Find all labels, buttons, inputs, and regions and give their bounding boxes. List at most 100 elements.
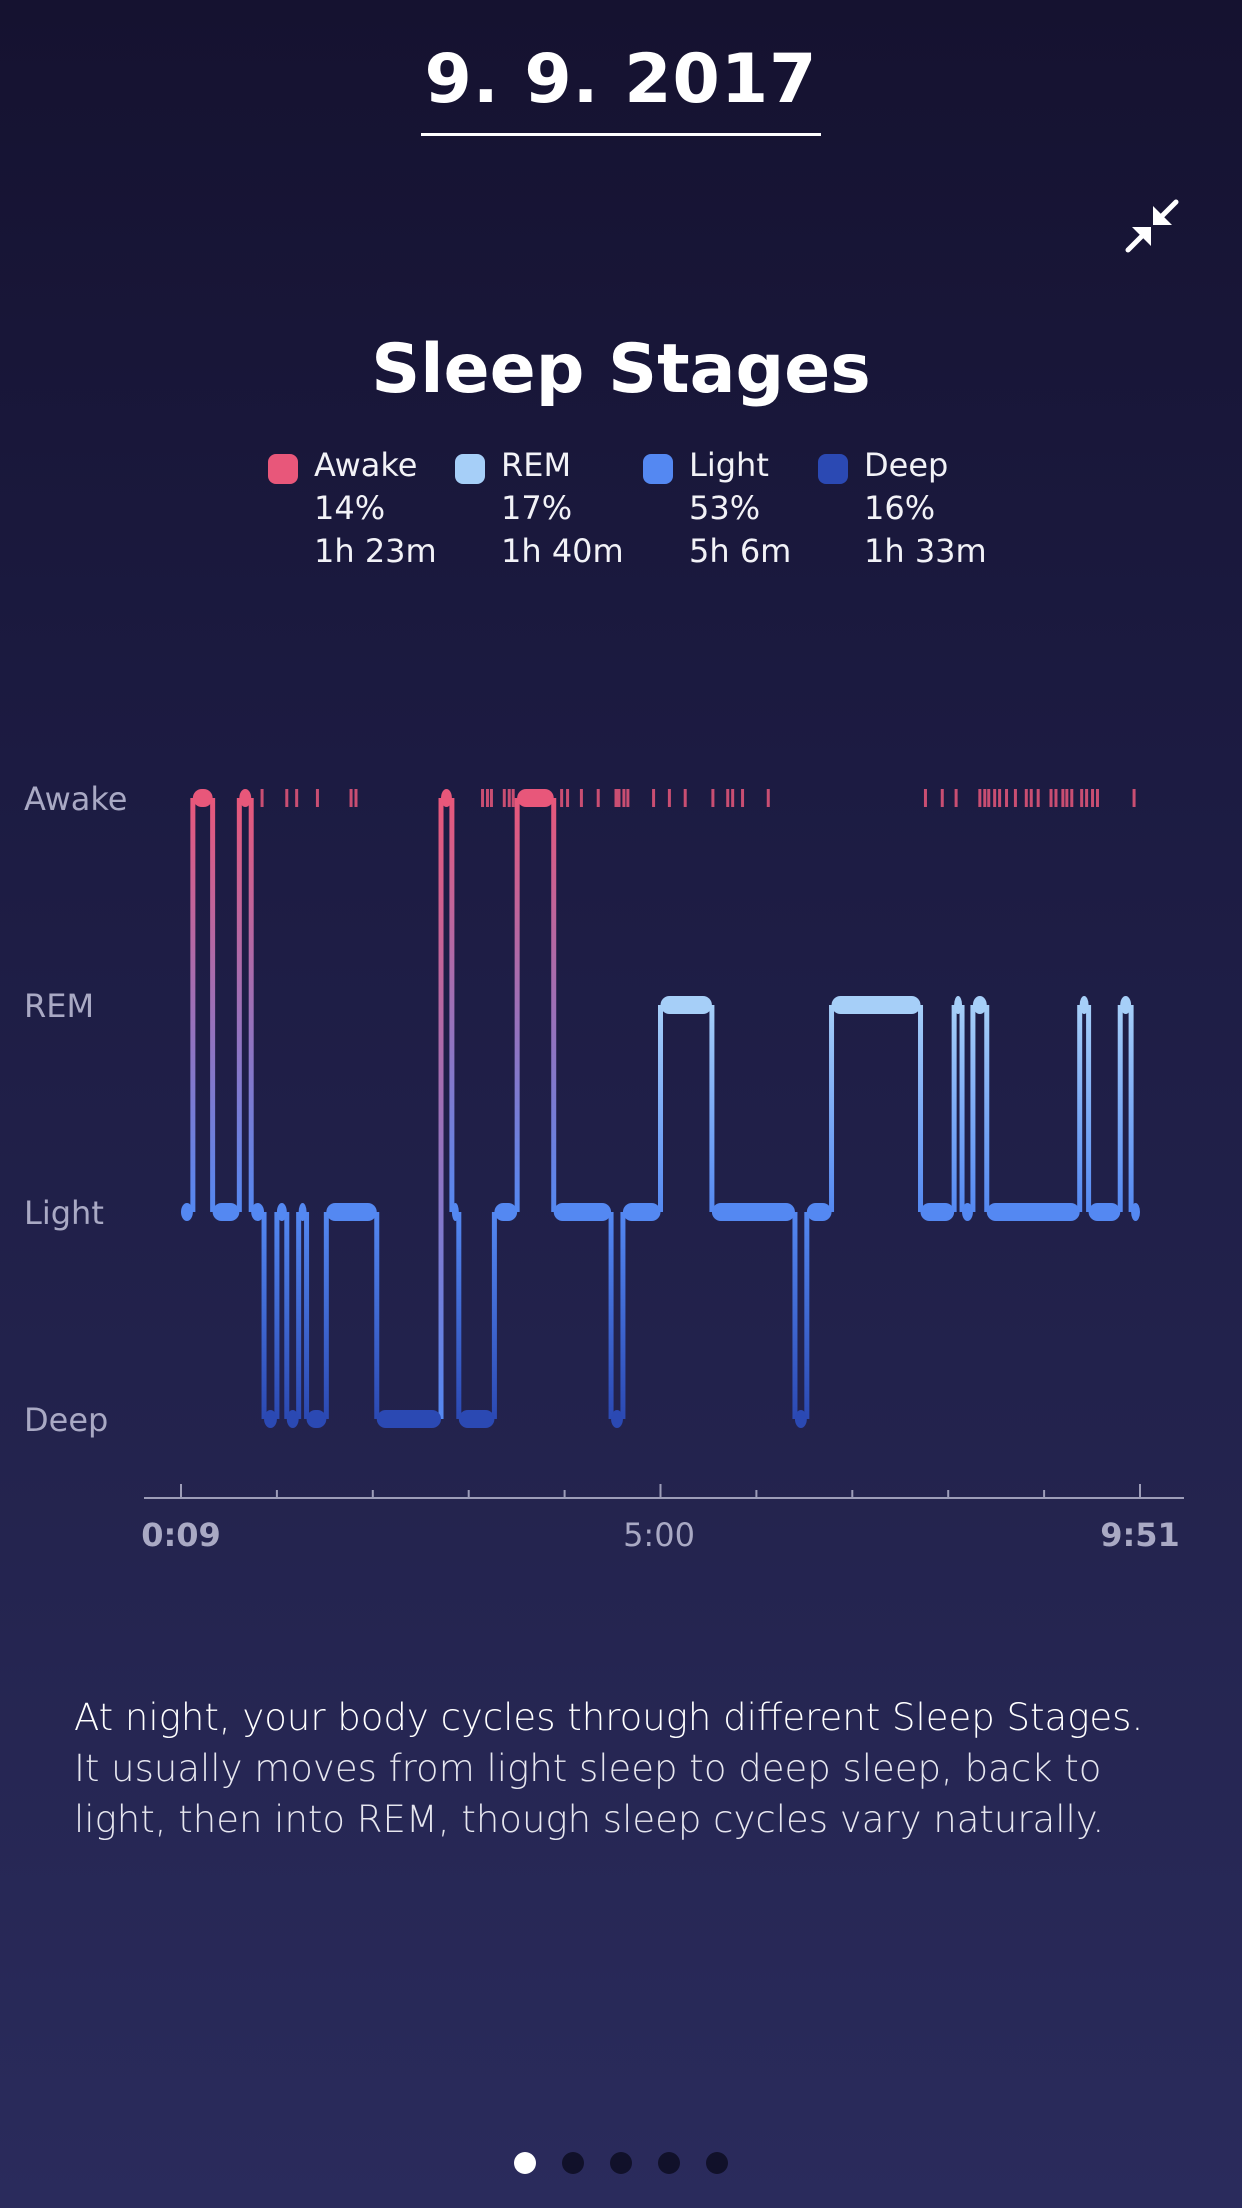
stage-transition bbox=[709, 1005, 715, 1212]
stage-segment-light bbox=[212, 1203, 240, 1221]
legend-swatch-awake bbox=[268, 454, 298, 484]
stage-transition bbox=[284, 1212, 290, 1419]
legend-percent-deep: 16% bbox=[864, 489, 936, 527]
x-tick-label: 0:09 bbox=[141, 1516, 221, 1554]
stage-transition bbox=[456, 1212, 462, 1419]
sleep-stages-chart: Awake REM Light Deep 0:09 5:00 9:51 bbox=[24, 780, 1184, 1554]
stage-transition bbox=[236, 798, 242, 1212]
page-indicator bbox=[0, 2152, 1242, 2182]
stage-segment-deep bbox=[286, 1410, 299, 1428]
brief-awake-mark bbox=[1085, 789, 1089, 807]
legend-swatch-light bbox=[643, 454, 673, 484]
stage-transition bbox=[438, 798, 444, 1419]
stage-transition bbox=[1117, 1005, 1123, 1212]
stage-segment-rem bbox=[954, 996, 963, 1014]
page-dot-5[interactable] bbox=[706, 2152, 728, 2174]
brief-awake-mark bbox=[987, 789, 991, 807]
brief-awake-mark bbox=[285, 789, 289, 807]
brief-awake-mark bbox=[295, 789, 299, 807]
stage-segment-deep bbox=[376, 1410, 442, 1428]
brief-awake-mark bbox=[711, 789, 715, 807]
stage-transition bbox=[620, 1212, 626, 1419]
date-title[interactable]: 9. 9. 2017 bbox=[420, 40, 822, 136]
brief-awake-mark bbox=[485, 789, 489, 807]
brief-awake-mark bbox=[489, 789, 493, 807]
legend-percent-light: 53% bbox=[689, 489, 761, 527]
stage-transition bbox=[984, 1005, 990, 1212]
brief-awake-mark bbox=[315, 789, 319, 807]
brief-awake-mark bbox=[1024, 789, 1028, 807]
legend-duration-deep: 1h 33m bbox=[864, 532, 987, 570]
stage-segment-awake bbox=[239, 789, 252, 807]
stage-transition bbox=[248, 798, 254, 1212]
stage-segment-deep bbox=[611, 1410, 623, 1428]
brief-awake-mark bbox=[726, 789, 730, 807]
stage-transition bbox=[296, 1212, 302, 1419]
brief-awake-mark bbox=[1061, 789, 1065, 807]
brief-awake-mark bbox=[1065, 789, 1069, 807]
brief-awake-mark bbox=[502, 789, 506, 807]
description-lead: At night, your body cycles through diffe… bbox=[74, 1696, 1144, 1739]
y-axis-label-deep: Deep bbox=[24, 1401, 108, 1439]
brief-awake-mark bbox=[954, 789, 958, 807]
brief-awake-mark bbox=[1036, 789, 1040, 807]
stage-segment-awake bbox=[192, 789, 213, 807]
brief-awake-mark bbox=[1029, 789, 1033, 807]
legend-duration-rem: 1h 40m bbox=[501, 532, 624, 570]
stage-transition bbox=[304, 1212, 310, 1419]
brief-awake-mark bbox=[1013, 789, 1017, 807]
page-dot-3[interactable] bbox=[610, 2152, 632, 2174]
y-axis-label-rem: REM bbox=[24, 987, 94, 1025]
brief-awake-mark bbox=[993, 789, 997, 807]
page-dot-1[interactable] bbox=[514, 2152, 536, 2174]
page-dot-4[interactable] bbox=[658, 2152, 680, 2174]
brief-awake-mark bbox=[481, 789, 485, 807]
stage-segment-light bbox=[181, 1203, 193, 1221]
stage-segment-light bbox=[251, 1203, 265, 1221]
brief-awake-mark bbox=[731, 789, 735, 807]
legend-swatch-rem bbox=[455, 454, 485, 484]
stage-transition bbox=[190, 798, 196, 1212]
stage-transition bbox=[1077, 1005, 1083, 1212]
brief-awake-mark bbox=[511, 789, 515, 807]
collapse-button[interactable] bbox=[1118, 192, 1186, 260]
stage-segment-awake bbox=[441, 789, 452, 807]
stage-transition bbox=[374, 1212, 380, 1419]
brief-awake-mark bbox=[1095, 789, 1099, 807]
stage-transition bbox=[792, 1212, 798, 1419]
brief-awake-mark bbox=[349, 789, 353, 807]
stage-segment-deep bbox=[306, 1410, 327, 1428]
stage-segment-awake bbox=[517, 789, 554, 807]
brief-awake-mark bbox=[260, 789, 264, 807]
brief-awake-mark bbox=[978, 789, 982, 807]
legend-duration-light: 5h 6m bbox=[689, 532, 792, 570]
brief-awake-mark bbox=[614, 789, 618, 807]
stage-transition bbox=[491, 1212, 497, 1419]
stage-segment-light bbox=[806, 1203, 832, 1221]
stage-segment-light bbox=[986, 1203, 1080, 1221]
stage-transition bbox=[804, 1212, 810, 1419]
stage-transition bbox=[449, 798, 455, 1212]
stage-segment-light bbox=[326, 1203, 377, 1221]
stage-segment-rem bbox=[1079, 996, 1089, 1014]
legend-label-light: Light bbox=[689, 446, 769, 484]
stage-transition bbox=[829, 1005, 835, 1212]
brief-awake-mark bbox=[622, 789, 626, 807]
brief-awake-mark bbox=[579, 789, 583, 807]
stage-segment-light bbox=[962, 1203, 973, 1221]
stage-segment-light bbox=[451, 1203, 459, 1221]
brief-awake-mark bbox=[923, 789, 927, 807]
brief-awake-mark bbox=[1091, 789, 1095, 807]
brief-awake-mark bbox=[940, 789, 944, 807]
brief-awake-mark bbox=[596, 789, 600, 807]
chart-title: Sleep Stages bbox=[371, 330, 871, 409]
brief-awake-mark bbox=[766, 789, 770, 807]
stage-segment-rem bbox=[831, 996, 921, 1014]
stage-segment-light bbox=[1131, 1203, 1140, 1221]
page-dot-2[interactable] bbox=[562, 2152, 584, 2174]
legend-duration-awake: 1h 23m bbox=[314, 532, 437, 570]
stage-transition bbox=[323, 1212, 329, 1419]
brief-awake-mark bbox=[1049, 789, 1053, 807]
legend-percent-awake: 14% bbox=[314, 489, 386, 527]
brief-awake-mark bbox=[652, 789, 656, 807]
